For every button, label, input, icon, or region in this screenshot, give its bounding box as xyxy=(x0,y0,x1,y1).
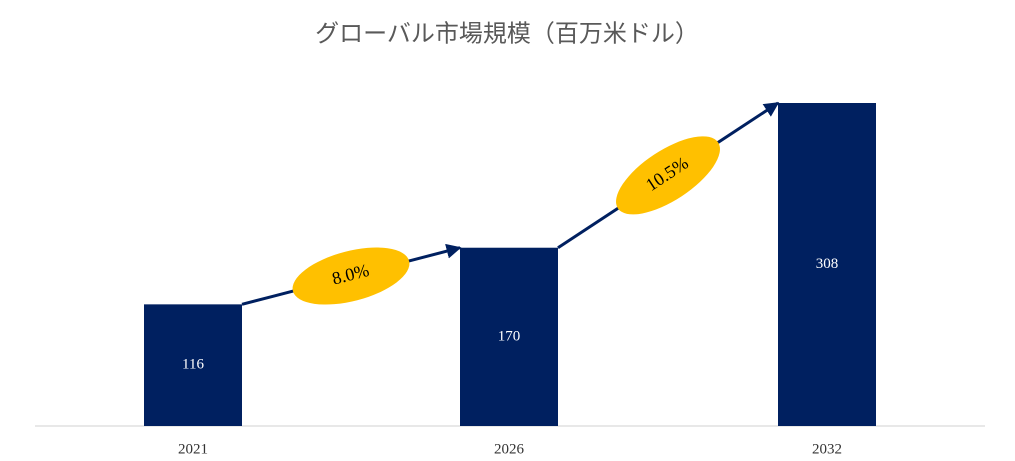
bar xyxy=(144,304,242,426)
x-tick-label: 2026 xyxy=(494,441,525,457)
value-label: 308 xyxy=(816,256,839,272)
bar xyxy=(778,103,876,426)
growth-badge xyxy=(292,247,410,305)
chart-title: グローバル市場規模（百万米ドル） xyxy=(315,21,699,48)
value-label: 170 xyxy=(498,328,521,344)
value-label: 116 xyxy=(182,357,204,373)
growth-badge xyxy=(616,136,720,215)
bar xyxy=(460,247,558,426)
x-tick-label: 2032 xyxy=(812,441,842,457)
x-tick-label: 2021 xyxy=(178,441,208,457)
